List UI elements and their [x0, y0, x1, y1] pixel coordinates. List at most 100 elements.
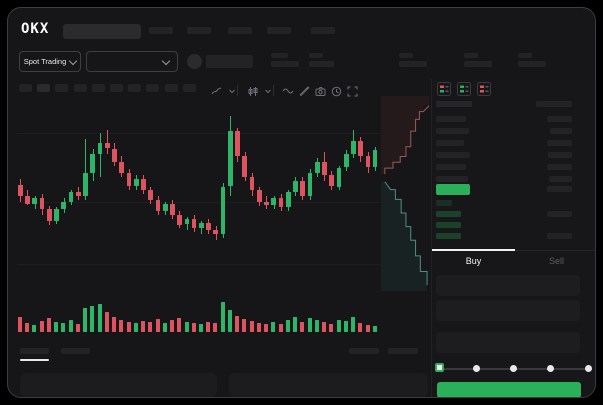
last-price-bar[interactable]: [436, 184, 470, 195]
order-book-price-bar: [547, 186, 572, 192]
candle: [39, 197, 45, 210]
volume-bar: [329, 324, 334, 332]
chevron-down-icon[interactable]: [261, 84, 275, 98]
volume-bar: [18, 317, 22, 332]
volume-bar: [322, 322, 327, 332]
bottom-tab-underline: [20, 359, 49, 361]
chevron-down-icon[interactable]: [225, 84, 239, 98]
volume-bar: [155, 319, 160, 332]
slider-stop[interactable]: [584, 365, 592, 372]
candle: [322, 161, 327, 176]
candle: [249, 177, 255, 191]
wave-icon[interactable]: [281, 84, 295, 98]
candle: [343, 154, 349, 168]
order-book-combined-view[interactable]: [437, 82, 452, 97]
candle: [351, 140, 356, 155]
volume-bar: [271, 322, 276, 332]
candle: [307, 173, 313, 196]
candle: [18, 184, 23, 196]
timeframe-button[interactable]: [91, 84, 105, 92]
bottom-tab[interactable]: [61, 348, 90, 354]
buy-submit-button[interactable]: [437, 382, 581, 397]
candle: [227, 131, 233, 187]
bottom-tab[interactable]: [20, 348, 49, 354]
timeframe-button[interactable]: [146, 84, 160, 92]
order-book-size-bar: [436, 233, 461, 239]
candle: [46, 209, 52, 221]
candle: [191, 218, 197, 229]
candle: [141, 178, 146, 191]
volume-bar: [242, 319, 247, 332]
stat-label-skeleton: [271, 53, 288, 58]
timeframe-button[interactable]: [19, 84, 32, 92]
volume-bar: [97, 304, 102, 332]
volume-bar: [343, 321, 348, 332]
pencil-icon[interactable]: [297, 84, 311, 98]
search-bar[interactable]: [63, 24, 141, 39]
timeframe-button[interactable]: [110, 84, 123, 92]
timeframe-button[interactable]: [164, 84, 178, 92]
total-field[interactable]: [436, 332, 580, 353]
nav-item[interactable]: [187, 27, 211, 34]
nav-item[interactable]: [228, 27, 252, 34]
candle: [213, 230, 219, 234]
line-type-icon[interactable]: [209, 84, 223, 98]
nav-item[interactable]: [149, 27, 173, 34]
timeframe-button[interactable]: [55, 84, 69, 92]
candle: [177, 215, 182, 225]
timeframe-button[interactable]: [128, 84, 142, 92]
volume-bar: [256, 323, 261, 332]
slider-stop[interactable]: [472, 365, 480, 372]
timeframe-button[interactable]: [182, 84, 196, 92]
candle: [162, 203, 168, 212]
order-book-buys-view[interactable]: [457, 82, 472, 97]
candle: [25, 196, 30, 204]
pair-name-skeleton: [206, 55, 253, 68]
timeframe-button[interactable]: [73, 84, 87, 92]
volume-bar: [358, 323, 363, 332]
tab-sell[interactable]: Sell: [548, 256, 564, 266]
toolbar-divider: [237, 85, 238, 96]
clock-icon[interactable]: [329, 84, 343, 98]
timeframe-button[interactable]: [37, 84, 51, 92]
market-type-selector[interactable]: Spot Trading: [19, 51, 81, 72]
candle-wick: [85, 139, 87, 200]
candle: [32, 197, 38, 204]
order-book-price-bar: [547, 211, 572, 217]
volume-bar: [119, 320, 124, 332]
volume-bar: [300, 322, 305, 332]
nav-item[interactable]: [311, 27, 335, 34]
candle: [104, 142, 110, 149]
stat-value-skeleton: [271, 61, 299, 67]
candle: [126, 173, 132, 187]
bottom-action-button[interactable]: [388, 348, 418, 354]
tab-buy[interactable]: Buy: [465, 256, 482, 266]
stat-label-skeleton: [399, 53, 413, 58]
volume-bar: [54, 322, 59, 332]
slider-stop[interactable]: [547, 365, 555, 372]
volume-pane: [17, 297, 381, 332]
candles-type-icon[interactable]: [245, 84, 259, 98]
expand-icon[interactable]: [345, 84, 359, 98]
price-field[interactable]: [436, 275, 580, 296]
slider-handle[interactable]: [434, 363, 444, 372]
stat-value-skeleton: [518, 61, 546, 67]
camera-icon[interactable]: [313, 84, 327, 98]
nav-item[interactable]: [267, 27, 291, 34]
candle: [170, 203, 175, 215]
amount-field[interactable]: [436, 300, 580, 321]
volume-bar: [83, 308, 88, 332]
order-book-size-bar: [436, 222, 461, 228]
price-chart[interactable]: [17, 101, 381, 291]
slider-stop[interactable]: [510, 365, 517, 372]
candle: [155, 199, 161, 212]
pair-selector[interactable]: [86, 51, 178, 72]
bottom-action-button[interactable]: [349, 348, 379, 354]
order-book-sells-view[interactable]: [477, 82, 492, 97]
candle: [206, 222, 211, 231]
order-book-size-bar: [436, 101, 472, 107]
app-window: OKX Spot Trading Buy Sell: [7, 7, 596, 398]
chevron-down-icon: [69, 56, 78, 65]
candle: [148, 190, 154, 200]
volume-bar: [112, 317, 117, 332]
